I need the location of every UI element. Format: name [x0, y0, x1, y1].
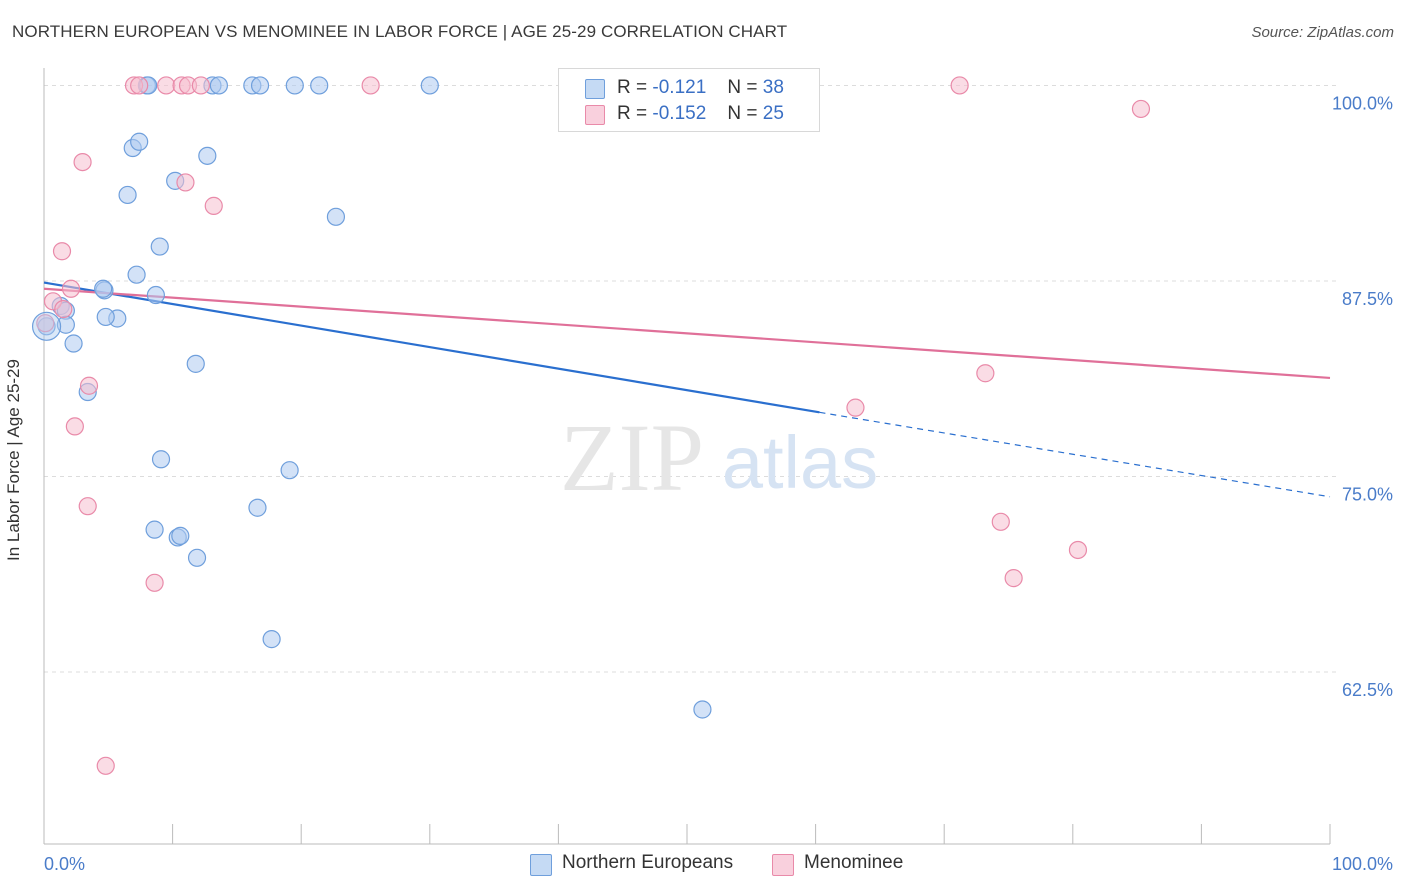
blue-data-point — [151, 450, 171, 469]
blue-data-point — [326, 207, 346, 226]
pink-data-point — [36, 314, 55, 333]
pink-data-point — [950, 76, 969, 95]
bottom-legend-label-pink: Menominee — [804, 852, 904, 873]
tick-labels: 100.0% 87.5% 75.0% 62.5% 0.0% 100.0% — [44, 93, 1393, 874]
trend-lines — [43, 281, 1331, 498]
blue-data-point — [127, 265, 146, 284]
grid-lines — [44, 84, 1340, 673]
legend-r-label-blue: R = — [617, 77, 648, 98]
blue-data-point — [187, 548, 207, 567]
blue-data-point — [285, 76, 304, 95]
legend-n-label-pink: N = — [727, 103, 758, 124]
pink-data-point — [61, 279, 81, 298]
x-tick-label-max: 100.0% — [1332, 854, 1393, 874]
legend-r-label-pink: R = — [617, 103, 648, 124]
pink-data-point — [130, 76, 149, 95]
y-tick-label: 75.0% — [1342, 484, 1393, 504]
blue-data-point — [130, 132, 149, 151]
watermark-atlas: atlas — [722, 421, 878, 504]
pink-data-point — [976, 364, 995, 383]
pink-data-point — [145, 573, 164, 592]
bottom-legend-swatch-pink — [772, 854, 794, 876]
blue-data-point — [310, 76, 329, 95]
pink-data-point — [1004, 569, 1023, 588]
pink-data-point — [176, 173, 195, 192]
pink-data-point — [79, 376, 99, 395]
pink-data-point — [1068, 540, 1088, 560]
blue-data-point — [186, 354, 205, 373]
legend-n-value-pink: 25 — [762, 103, 784, 124]
bottom-legend-swatch-blue — [530, 854, 552, 876]
y-tick-label: 100.0% — [1332, 93, 1393, 113]
blue-data-point — [96, 307, 115, 327]
data-points — [31, 76, 1151, 775]
y-axis-label: In Labor Force | Age 25-29 — [4, 359, 23, 561]
pink-data-point — [846, 398, 865, 417]
legend-n-label-blue: N = — [727, 77, 758, 98]
blue-data-point — [250, 76, 270, 95]
pink-data-point — [361, 76, 380, 95]
legend-r-value-blue: -0.121 — [652, 77, 707, 98]
pink-data-point — [54, 300, 73, 319]
blue-data-point — [118, 185, 137, 205]
pink-trend-line — [43, 287, 1331, 380]
y-tick-label: 87.5% — [1342, 289, 1393, 309]
blue-data-point — [198, 146, 217, 165]
y-tick-label: 62.5% — [1342, 680, 1393, 700]
legend-swatch-blue — [585, 79, 605, 99]
blue-trend-line-extrapolated — [819, 411, 1331, 498]
blue-data-point — [94, 279, 113, 298]
watermark: ZIP atlas — [560, 404, 878, 511]
blue-data-point — [420, 76, 439, 95]
pink-data-point — [96, 756, 115, 775]
pink-data-point — [73, 152, 92, 172]
legend-swatch-pink — [585, 105, 605, 125]
pink-data-point — [991, 512, 1010, 531]
blue-data-point — [248, 498, 267, 517]
pink-data-point — [157, 76, 176, 95]
pink-data-point — [65, 417, 84, 436]
blue-trend-line — [43, 281, 820, 414]
source-label: Source: ZipAtlas.com — [1251, 24, 1394, 41]
bottom-legend-label-blue: Northern Europeans — [562, 852, 734, 873]
blue-data-point — [280, 461, 299, 480]
blue-data-point — [262, 630, 281, 649]
blue-data-point — [171, 526, 190, 545]
pink-data-point — [204, 196, 223, 215]
pink-data-point — [78, 497, 97, 516]
legend-n-value-blue: 38 — [762, 77, 784, 98]
pink-data-point — [1131, 99, 1151, 119]
axes — [43, 68, 1331, 845]
blue-data-point — [64, 334, 83, 353]
blue-data-point — [145, 520, 164, 539]
legend-r-value-pink: -0.152 — [652, 103, 707, 124]
blue-data-point-large — [31, 311, 62, 341]
blue-data-point — [693, 700, 712, 719]
correlation-legend: R = -0.121 N = 38 R = -0.152 N = 25 — [558, 68, 820, 132]
blue-data-point — [150, 237, 169, 256]
x-tick-label-min: 0.0% — [44, 854, 85, 874]
pink-data-point — [191, 76, 210, 95]
watermark-zip: ZIP — [560, 404, 704, 511]
blue-data-point — [209, 76, 228, 95]
chart-title: NORTHERN EUROPEAN VS MENOMINEE IN LABOR … — [12, 22, 788, 41]
blue-data-point — [146, 285, 165, 305]
pink-data-point — [52, 242, 72, 261]
